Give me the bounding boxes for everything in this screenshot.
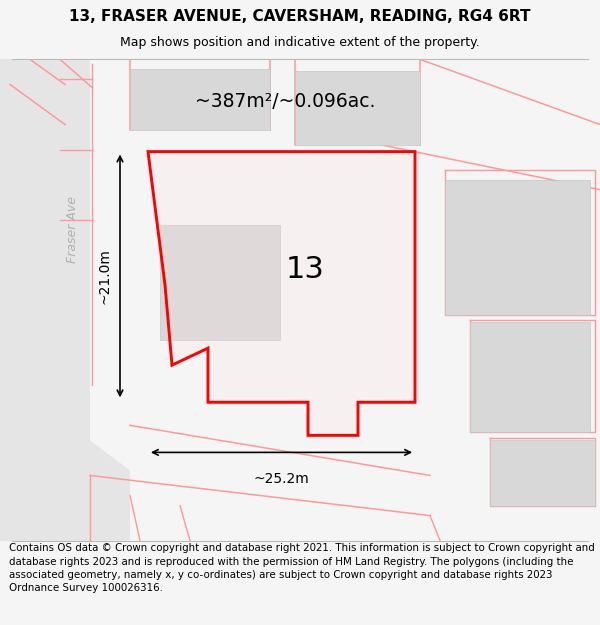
Polygon shape — [130, 69, 270, 129]
Text: 13, FRASER AVENUE, CAVERSHAM, READING, RG4 6RT: 13, FRASER AVENUE, CAVERSHAM, READING, R… — [69, 9, 531, 24]
Polygon shape — [148, 152, 415, 436]
Polygon shape — [470, 322, 590, 432]
Text: ~387m²/~0.096ac.: ~387m²/~0.096ac. — [195, 92, 376, 111]
Text: 13: 13 — [286, 256, 325, 284]
Text: ~25.2m: ~25.2m — [254, 472, 310, 486]
Polygon shape — [60, 59, 130, 541]
Text: Contains OS data © Crown copyright and database right 2021. This information is : Contains OS data © Crown copyright and d… — [9, 544, 595, 593]
Polygon shape — [295, 71, 420, 144]
Text: ~21.0m: ~21.0m — [98, 248, 112, 304]
Polygon shape — [490, 441, 595, 506]
Polygon shape — [0, 59, 90, 541]
Text: Map shows position and indicative extent of the property.: Map shows position and indicative extent… — [120, 36, 480, 49]
Polygon shape — [160, 225, 280, 340]
Polygon shape — [445, 180, 590, 315]
Text: Fraser Ave: Fraser Ave — [67, 196, 79, 263]
